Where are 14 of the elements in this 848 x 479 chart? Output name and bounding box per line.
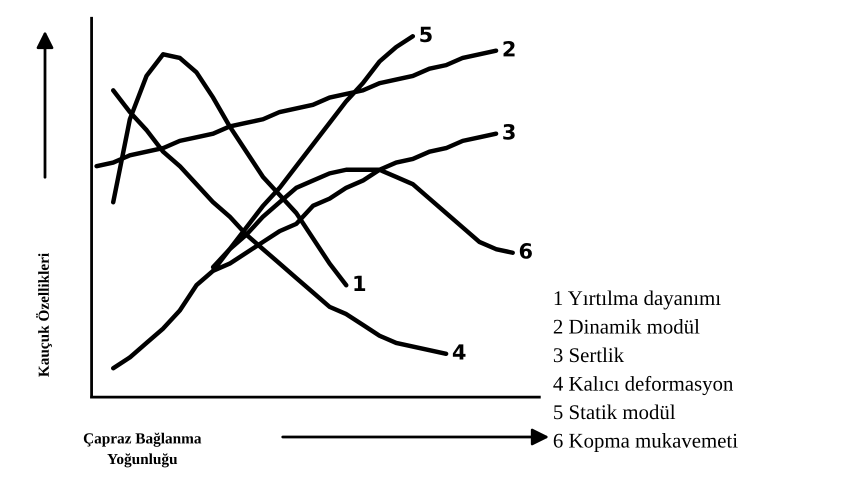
x-axis-title: Çapraz Bağlanma Yoğunluğu <box>84 432 202 468</box>
series-label: 3 <box>503 124 515 140</box>
series-label: 5 <box>420 26 432 42</box>
text: 5 Statik modül <box>554 404 676 420</box>
series-label: 2 <box>504 40 515 56</box>
series-label: 1 <box>354 276 366 291</box>
series-label: 6 <box>520 243 532 259</box>
text: 1 Yırtılma dayanımı <box>554 290 721 310</box>
text: 2 Dinamik modül <box>554 319 700 334</box>
series-label: 4 <box>452 344 466 360</box>
text: 3 Sertlik <box>554 348 624 362</box>
text: 4 Kalıcı deformasyon <box>553 376 734 396</box>
y-axis-title: Kauçuk Özellikleri <box>36 253 52 377</box>
text: 6 Kopma mukavemeti <box>554 433 738 452</box>
